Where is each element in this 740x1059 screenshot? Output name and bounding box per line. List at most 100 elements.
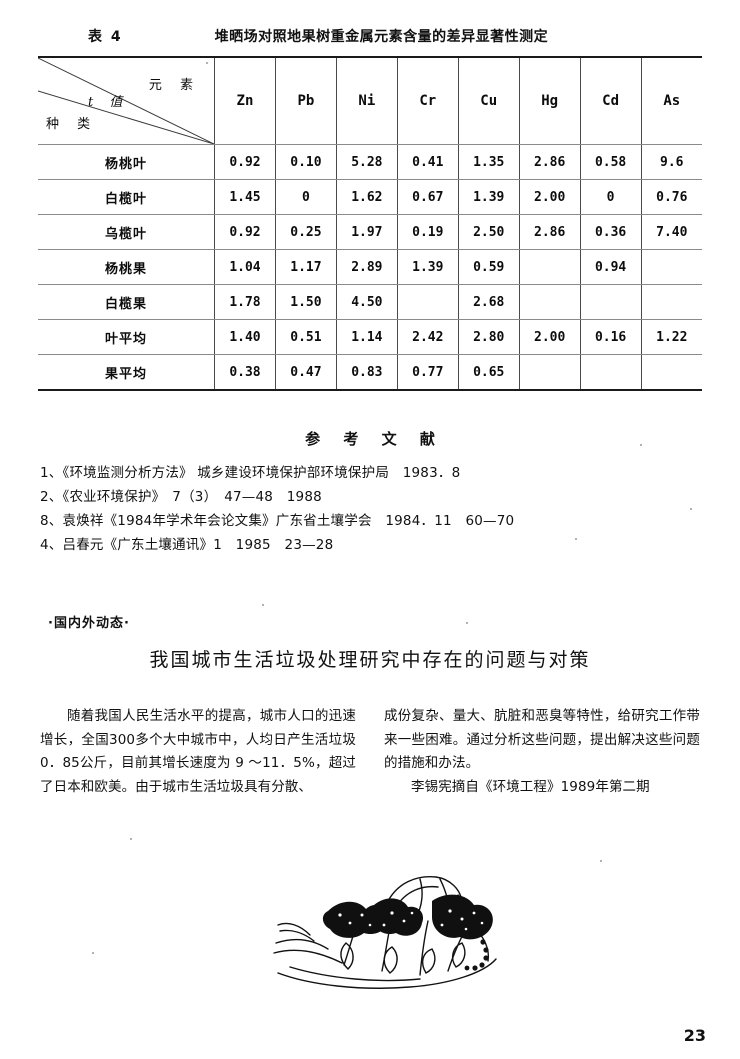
table-head: 元 素 t 值 种 类 Zn Pb Ni Cr Cu Hg Cd As <box>38 56 702 145</box>
table-cell: 0.92 <box>214 144 276 180</box>
table-cell <box>579 284 642 320</box>
table-cell: 7.40 <box>640 214 702 250</box>
table-cell <box>640 354 702 391</box>
corner-label-element: 元 素 <box>148 78 200 93</box>
table-cell: 1.45 <box>214 179 276 215</box>
table-title: 堆晒场对照地果树重金属元素含量的差异显著性测定 <box>214 29 549 45</box>
row-label: 叶平均 <box>38 319 215 355</box>
table-cell: 2.00 <box>518 179 581 215</box>
table-cell <box>640 249 702 285</box>
table-row: 杨桃叶 0.92 0.10 5.28 0.41 1.35 2.86 0.58 9… <box>38 144 702 180</box>
references-heading: 参 考 文 献 <box>305 430 444 448</box>
table-cell: 0.47 <box>274 354 337 391</box>
corner-label-kind: 种 类 <box>46 117 98 132</box>
row-label: 果平均 <box>38 354 215 391</box>
floral-line-art-ornament-icon <box>270 855 510 995</box>
corner-diagonal-lines-icon <box>38 58 214 144</box>
table-cell: 1.78 <box>214 284 276 320</box>
table-cell: 1.04 <box>214 249 276 285</box>
column-header-pb: Pb <box>274 56 337 145</box>
table-cell: 0.76 <box>640 179 702 215</box>
table-cell: 2.80 <box>457 319 520 355</box>
floral-ornament-texture <box>338 909 484 931</box>
table-cell: 0.58 <box>579 144 642 180</box>
table-cell: 0.65 <box>457 354 520 391</box>
table-cell: 0 <box>274 179 337 215</box>
article-title: 我国城市生活垃圾处理研究中存在的问题与对策 <box>149 649 591 671</box>
floral-ornament-svg <box>273 876 497 989</box>
table-cell: 1.62 <box>335 179 398 215</box>
table-body: 杨桃叶 0.92 0.10 5.28 0.41 1.35 2.86 0.58 9… <box>38 144 702 391</box>
table-cell: 0.92 <box>214 214 276 250</box>
table-cell: 0.38 <box>214 354 276 391</box>
scan-speck <box>262 604 264 606</box>
table-cell: 0.77 <box>396 354 459 391</box>
row-label: 杨桃叶 <box>38 144 215 180</box>
table-cell: 2.68 <box>457 284 520 320</box>
table-cell: 1.35 <box>457 144 520 180</box>
table-cell <box>518 354 581 391</box>
table-cell <box>396 284 459 320</box>
row-label: 杨桃果 <box>38 249 215 285</box>
column-header-ni: Ni <box>335 56 398 145</box>
table-row: 果平均 0.38 0.47 0.83 0.77 0.65 <box>38 354 702 391</box>
column-header-as: As <box>640 56 702 145</box>
table-number: 表 4 <box>88 29 123 45</box>
table-cell <box>518 284 581 320</box>
article-column-right: 成份复杂、量大、肮脏和恶臭等特性，给研究工作带来一些困难。通过分析这些问题，提出… <box>384 705 700 799</box>
article-attribution: 李锡宪摘自《环境工程》1989年第二期 <box>411 778 650 795</box>
table-header-row: 元 素 t 值 种 类 Zn Pb Ni Cr Cu Hg Cd As <box>38 56 702 145</box>
column-header-cr: Cr <box>396 56 459 145</box>
heavy-metal-table: 元 素 t 值 种 类 Zn Pb Ni Cr Cu Hg Cd As 杨桃叶 <box>38 56 702 391</box>
table-cell: 1.40 <box>214 319 276 355</box>
table-cell: 0.51 <box>274 319 337 355</box>
table-cell: 0.16 <box>579 319 642 355</box>
floral-ornament-blossoms <box>322 894 493 940</box>
table-cell: 0.25 <box>274 214 337 250</box>
table-cell: 2.86 <box>518 144 581 180</box>
scan-speck <box>130 838 132 840</box>
reference-item: 4、吕春元《广东土壤通讯》1 1985 23—28 <box>40 537 334 553</box>
column-header-hg: Hg <box>518 56 581 145</box>
table-cell <box>579 354 642 391</box>
table-row: 白榄叶 1.45 0 1.62 0.67 1.39 2.00 0 0.76 <box>38 179 702 215</box>
table-cell: 2.89 <box>335 249 398 285</box>
table-cell: 0 <box>579 179 642 215</box>
article-paragraph: 成份复杂、量大、肮脏和恶臭等特性，给研究工作带来一些困难。通过分析这些问题，提出… <box>384 708 700 771</box>
table-cell: 1.17 <box>274 249 337 285</box>
reference-item: 1、《环境监测分析方法》 城乡建设环境保护部环境保护局 1983．8 <box>40 465 461 481</box>
references-section: 参 考 文 献 1、《环境监测分析方法》 城乡建设环境保护部环境保护局 1983… <box>40 428 700 557</box>
article-paragraph: 随着我国人民生活水平的提高，城市人口的迅速增长，全国300多个大中城市中，人均日… <box>40 708 356 795</box>
row-label: 白榄果 <box>38 284 215 320</box>
table-cell: 2.42 <box>396 319 459 355</box>
table-cell: 0.94 <box>579 249 642 285</box>
scan-speck <box>600 860 602 862</box>
table-cell: 1.39 <box>457 179 520 215</box>
corner-header-cell: 元 素 t 值 种 类 <box>38 56 215 145</box>
table-cell: 1.97 <box>335 214 398 250</box>
table-cell: 1.22 <box>640 319 702 355</box>
table-cell: 2.86 <box>518 214 581 250</box>
table-cell: 0.67 <box>396 179 459 215</box>
column-header-zn: Zn <box>214 56 276 145</box>
page-number: 23 <box>683 1026 706 1045</box>
section-label-domestic-international-trends: ·国内外动态· <box>48 616 130 631</box>
table-cell: 0.41 <box>396 144 459 180</box>
reference-item: 2、《农业环境保护》 7（3） 47—48 1988 <box>40 489 322 505</box>
reference-item: 8、袁焕祥《1984年学术年会论文集》广东省土壤学会 1984．11 60—70 <box>40 513 515 529</box>
column-header-cu: Cu <box>457 56 520 145</box>
scan-speck <box>466 622 468 624</box>
article-column-left: 随着我国人民生活水平的提高，城市人口的迅速增长，全国300多个大中城市中，人均日… <box>40 705 356 799</box>
table-cell: 0.19 <box>396 214 459 250</box>
table-cell: 0.36 <box>579 214 642 250</box>
table-cell: 1.39 <box>396 249 459 285</box>
table-row: 叶平均 1.40 0.51 1.14 2.42 2.80 2.00 0.16 1… <box>38 319 702 355</box>
table-cell: 0.10 <box>274 144 337 180</box>
row-label: 乌榄叶 <box>38 214 215 250</box>
row-label: 白榄叶 <box>38 179 215 215</box>
table-row: 杨桃果 1.04 1.17 2.89 1.39 0.59 0.94 <box>38 249 702 285</box>
article-body: 随着我国人民生活水平的提高，城市人口的迅速增长，全国300多个大中城市中，人均日… <box>40 705 700 799</box>
table-cell: 5.28 <box>335 144 398 180</box>
table-cell: 4.50 <box>335 284 398 320</box>
